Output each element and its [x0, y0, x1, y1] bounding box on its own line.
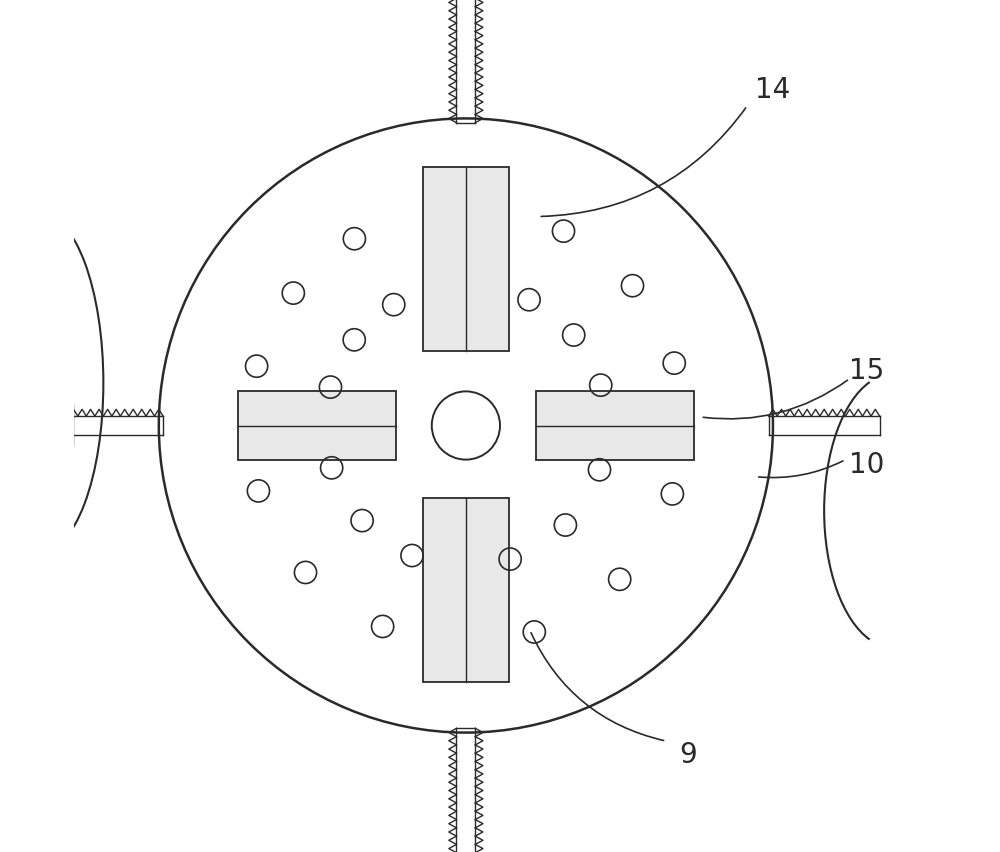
- Text: 15: 15: [849, 357, 884, 384]
- Text: 10: 10: [849, 451, 884, 478]
- Bar: [423, 169, 509, 351]
- Polygon shape: [52, 405, 74, 447]
- Bar: [536, 391, 694, 461]
- Text: 14: 14: [755, 76, 791, 103]
- Text: 9: 9: [679, 740, 697, 768]
- Bar: [423, 498, 509, 682]
- Bar: [238, 391, 396, 461]
